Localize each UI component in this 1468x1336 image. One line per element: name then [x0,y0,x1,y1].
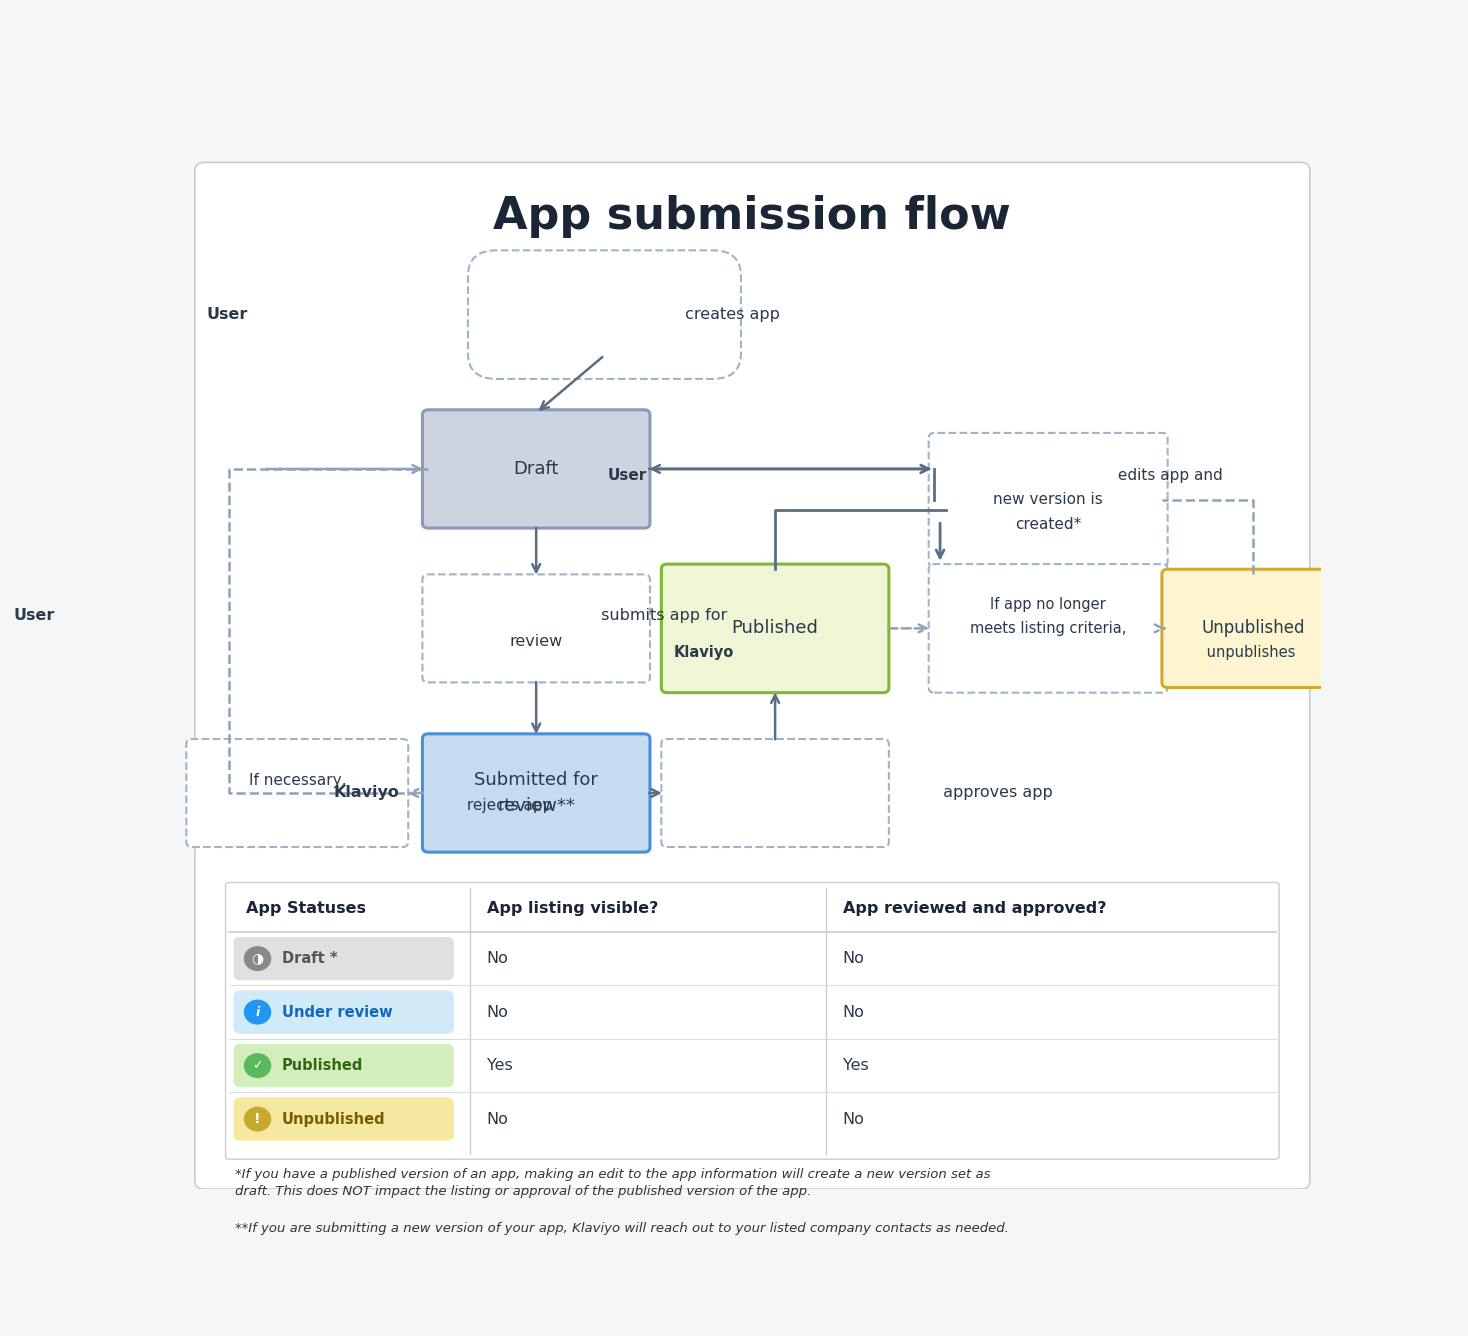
FancyBboxPatch shape [233,1043,454,1088]
Text: Published: Published [282,1058,364,1073]
Text: **If you are submitting a new version of your app, Klaviyo will reach out to you: **If you are submitting a new version of… [235,1222,1009,1234]
Text: No: No [487,1112,509,1126]
Text: User: User [13,608,54,623]
Text: User: User [608,468,647,482]
Text: No: No [487,1005,509,1019]
Text: unpublishes: unpublishes [1202,644,1296,660]
Circle shape [245,947,270,970]
Text: App listing visible?: App listing visible? [487,902,658,916]
FancyBboxPatch shape [661,564,890,692]
Text: No: No [843,951,865,966]
FancyBboxPatch shape [233,1097,454,1141]
Text: If app no longer: If app no longer [991,597,1105,612]
Text: !: ! [254,1112,261,1126]
Text: User: User [207,307,248,322]
FancyBboxPatch shape [1163,569,1345,688]
Circle shape [245,1054,270,1077]
Text: App reviewed and approved?: App reviewed and approved? [843,902,1107,916]
Text: ✓: ✓ [252,1059,263,1071]
Text: rejects app: rejects app [462,799,553,814]
FancyBboxPatch shape [929,433,1167,566]
Text: i: i [255,1006,260,1018]
FancyBboxPatch shape [929,564,1167,692]
Circle shape [245,1001,270,1023]
Text: Submitted for
review**: Submitted for review** [474,771,597,815]
FancyBboxPatch shape [186,739,408,847]
Text: Klaviyo: Klaviyo [674,644,734,660]
FancyBboxPatch shape [423,574,650,683]
Text: approves app: approves app [938,786,1053,800]
FancyBboxPatch shape [423,733,650,852]
Text: submits app for: submits app for [596,608,728,623]
FancyBboxPatch shape [423,410,650,528]
Text: Yes: Yes [843,1058,869,1073]
FancyBboxPatch shape [233,990,454,1034]
Text: Yes: Yes [487,1058,512,1073]
Circle shape [245,1108,270,1130]
Text: App Statuses: App Statuses [247,902,366,916]
FancyBboxPatch shape [226,883,1279,1160]
Text: No: No [843,1005,865,1019]
Text: No: No [487,951,509,966]
Text: Klaviyo: Klaviyo [333,786,399,800]
FancyBboxPatch shape [661,739,890,847]
FancyBboxPatch shape [195,163,1309,1189]
Text: review: review [509,635,562,649]
Text: edits app and: edits app and [1113,468,1223,482]
Text: Unpublished: Unpublished [1201,620,1305,637]
Text: App submission flow: App submission flow [493,195,1011,238]
Text: new version is: new version is [994,492,1102,508]
Text: Under review: Under review [282,1005,392,1019]
Text: Draft: Draft [514,460,559,478]
Text: Unpublished: Unpublished [282,1112,386,1126]
Text: meets listing criteria,: meets listing criteria, [970,621,1126,636]
FancyBboxPatch shape [468,250,741,379]
Text: creates app: creates app [680,307,780,322]
Text: *If you have a published version of an app, making an edit to the app informatio: *If you have a published version of an a… [235,1169,991,1198]
Text: No: No [843,1112,865,1126]
Text: If necessary,: If necessary, [248,772,346,788]
Text: created*: created* [1014,517,1082,532]
Text: ◑: ◑ [251,951,264,966]
Text: Published: Published [731,620,819,637]
Text: Draft *: Draft * [282,951,338,966]
FancyBboxPatch shape [233,937,454,981]
